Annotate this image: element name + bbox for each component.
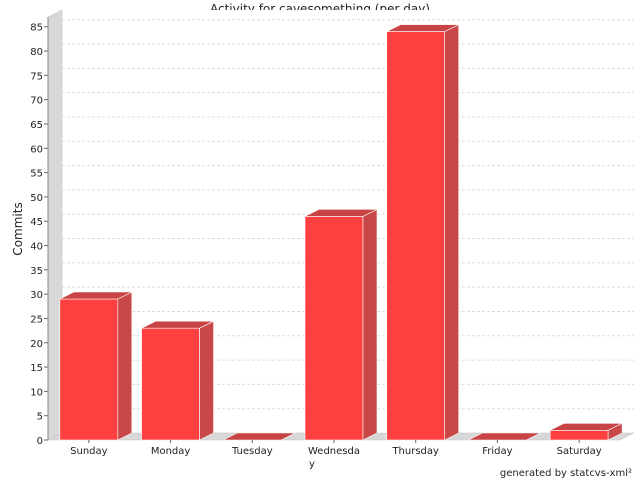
bar-top-wednesday <box>304 209 378 217</box>
bar-top-saturday <box>550 422 623 431</box>
bar-saturday <box>549 429 609 441</box>
y-tick-label: 15 <box>30 363 43 374</box>
y-tick-label: 20 <box>30 339 43 350</box>
bar-thursday <box>386 31 446 441</box>
y-tick-label: 35 <box>30 266 43 277</box>
x-tick-label-wednesday: Wednesda y <box>308 446 360 470</box>
bar-side-wednesday <box>362 208 378 441</box>
bar-monday <box>141 327 200 441</box>
bar-wednesday <box>304 216 364 441</box>
bar-top-friday <box>468 432 541 441</box>
x-tick-label-thursday: Thursday <box>391 446 439 457</box>
x-tick-label-monday: Monday <box>151 446 191 457</box>
bar-top-tuesday <box>223 432 296 441</box>
y-tick-label: 5 <box>37 412 43 423</box>
y-tick-label: 40 <box>30 242 43 253</box>
y-tick-label: 65 <box>30 120 43 131</box>
bar-side-thursday <box>444 24 460 441</box>
bar-top-sunday <box>59 291 132 300</box>
y-tick-label: 70 <box>30 96 43 107</box>
bar-side-monday <box>199 320 214 441</box>
y-tick-label: 10 <box>30 387 43 398</box>
y-tick-label: 30 <box>30 290 43 301</box>
bar-sunday <box>59 298 119 441</box>
footer-generated-by: generated by statcvs-xml² <box>500 468 632 479</box>
y-tick-label: 25 <box>30 314 43 325</box>
bar-top-thursday <box>386 24 459 32</box>
y-tick-label: 0 <box>37 436 43 447</box>
y-tick-label: 50 <box>30 193 43 204</box>
y-tick-label: 75 <box>30 71 43 82</box>
bar-side-sunday <box>117 291 133 441</box>
plot-area: 0 5 10 15 20 25 30 35 40 45 50 55 60 65 70 75 80 85 Sunday… <box>30 9 635 470</box>
y-tick-label: 60 <box>30 144 43 155</box>
y-tick-label: 45 <box>30 217 43 228</box>
x-tick-label-tuesday: Tuesday <box>231 446 273 457</box>
y-tick-label: 85 <box>30 23 43 34</box>
x-tick-label-friday: Friday <box>482 446 512 457</box>
x-tick-label-saturday: Saturday <box>557 446 602 457</box>
y-tick-label: 55 <box>30 169 43 180</box>
bar-top-monday <box>141 320 214 329</box>
y-axis-label: Commits <box>11 202 25 255</box>
y-tick-label: 80 <box>30 47 43 58</box>
x-tick-label-sunday: Sunday <box>70 446 107 457</box>
